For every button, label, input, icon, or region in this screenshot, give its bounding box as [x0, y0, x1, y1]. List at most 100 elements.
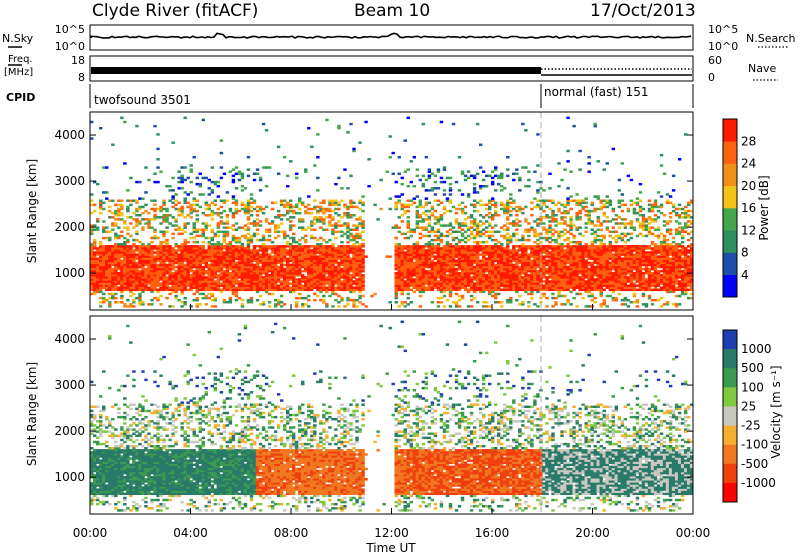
data-cell	[481, 305, 486, 308]
data-cell	[412, 243, 417, 246]
data-cell	[156, 255, 160, 258]
data-cell	[301, 269, 305, 273]
data-cell	[403, 251, 407, 254]
data-cell	[527, 292, 531, 296]
data-cell	[433, 174, 438, 178]
data-cell	[141, 205, 145, 209]
data-cell	[515, 238, 519, 242]
data-cell	[506, 155, 510, 159]
data-cell	[494, 243, 498, 246]
data-cell	[292, 205, 296, 209]
data-cell	[355, 218, 359, 221]
data-cell	[111, 143, 115, 147]
data-cell	[135, 222, 139, 225]
data-cell	[243, 203, 248, 207]
data-cell	[340, 187, 344, 190]
data-cell	[298, 292, 302, 296]
data-cell	[494, 230, 498, 234]
data-cell	[328, 213, 332, 217]
data-cell	[180, 176, 184, 180]
data-cell	[198, 245, 202, 248]
data-cell	[186, 265, 190, 269]
data-cell	[454, 243, 459, 246]
data-cell	[394, 272, 398, 275]
data-cell	[114, 272, 118, 275]
data-cell	[475, 122, 480, 126]
data-cell	[138, 296, 142, 300]
data-cell	[349, 228, 353, 231]
data-cell	[560, 211, 564, 215]
data-cell	[460, 207, 465, 211]
data-cell	[367, 158, 371, 161]
data-cell	[105, 282, 109, 285]
data-cell	[123, 286, 127, 289]
data-cell	[448, 232, 453, 236]
data-cell	[563, 249, 567, 252]
data-cell	[195, 286, 199, 289]
data-cell	[186, 261, 190, 265]
data-cell	[463, 222, 468, 225]
data-cell	[518, 294, 522, 298]
data-cell	[186, 193, 190, 196]
data-cell	[527, 274, 531, 277]
data-cell	[373, 203, 377, 207]
data-cell	[153, 234, 157, 238]
data-cell	[99, 276, 103, 279]
data-cell	[436, 280, 441, 283]
data-cell	[96, 253, 100, 256]
data-cell	[102, 247, 106, 250]
data-cell	[406, 209, 410, 213]
data-cell	[207, 187, 212, 190]
data-cell	[117, 234, 121, 238]
data-cell	[503, 203, 507, 207]
data-cell	[201, 286, 205, 289]
data-cell	[183, 263, 187, 267]
nsky-label: N.Sky	[2, 32, 34, 45]
data-cell	[491, 294, 495, 298]
data-cell	[192, 251, 196, 254]
data-cell	[542, 222, 546, 225]
data-cell	[276, 213, 281, 217]
data-cell	[144, 267, 148, 271]
data-cell	[90, 137, 94, 140]
data-cell	[497, 230, 501, 234]
data-cell	[138, 301, 142, 304]
data-cell	[246, 155, 251, 159]
data-cell	[177, 261, 181, 265]
data-cell	[258, 220, 263, 223]
data-cell	[406, 236, 410, 240]
data-cell	[90, 226, 94, 229]
data-cell	[180, 205, 184, 209]
data-cell	[189, 282, 193, 285]
data-cell	[204, 294, 208, 298]
data-cell	[138, 180, 142, 184]
data-cell	[99, 286, 103, 289]
data-cell	[129, 245, 133, 248]
data-cell	[445, 234, 450, 238]
data-cell	[105, 259, 109, 263]
data-cell	[536, 269, 540, 273]
data-cell	[228, 272, 233, 275]
data-cell	[171, 195, 175, 198]
data-cell	[192, 278, 196, 281]
data-cell	[150, 253, 154, 256]
data-cell	[174, 207, 178, 211]
data-cell	[105, 267, 109, 271]
data-cell	[219, 216, 224, 219]
data-cell	[162, 263, 166, 267]
data-cell	[478, 240, 483, 244]
data-cell	[135, 238, 139, 242]
data-cell	[427, 189, 432, 192]
data-cell	[361, 220, 365, 223]
data-cell	[165, 218, 169, 221]
data-cell	[153, 172, 157, 176]
data-cell	[316, 209, 320, 213]
data-cell	[249, 209, 254, 213]
data-cell	[563, 216, 567, 219]
data-cell	[454, 259, 459, 263]
data-cell	[117, 261, 121, 265]
data-cell	[415, 174, 420, 178]
data-cell	[153, 228, 157, 231]
data-cell	[433, 222, 438, 225]
data-cell	[117, 251, 121, 254]
